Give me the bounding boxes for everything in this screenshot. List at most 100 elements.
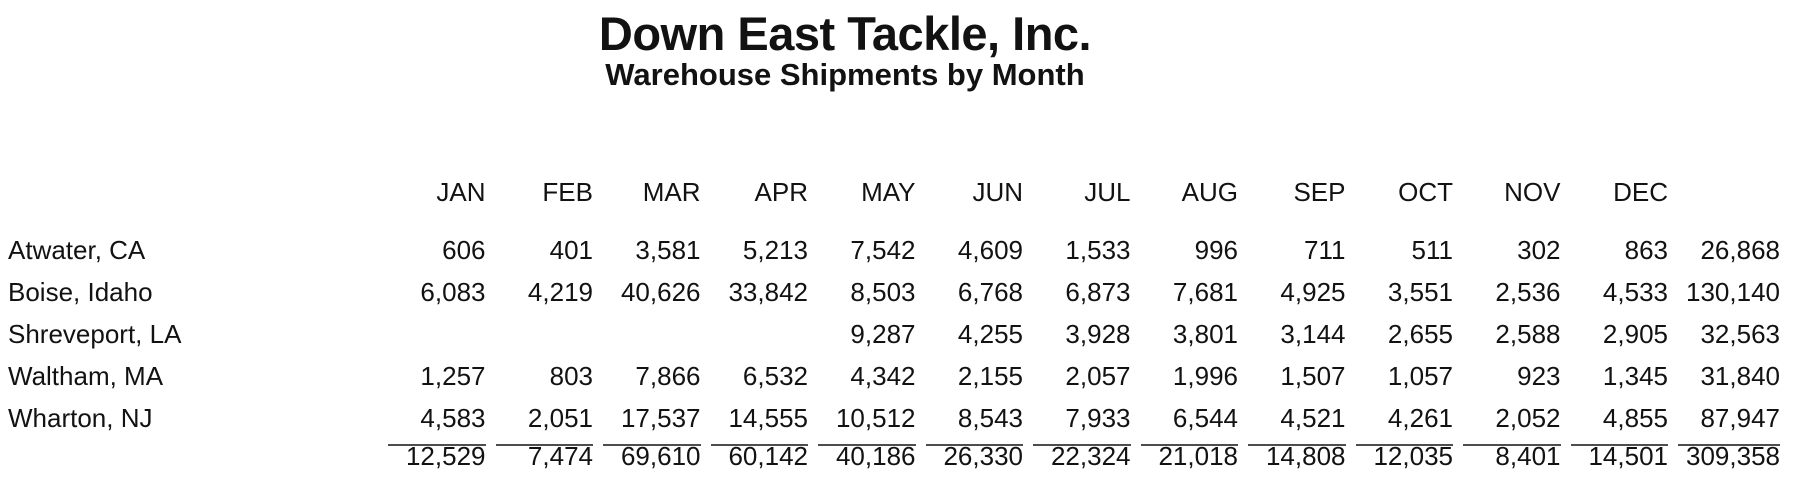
shipment-value: 14,555	[728, 403, 808, 433]
table-totals-row: 12,529 7,474 69,610 60,142 40,186 26,330…	[8, 432, 1800, 469]
month-header-nov: NOV	[1504, 177, 1561, 207]
grand-total: 309,358	[1668, 443, 1780, 469]
table-header-row: JAN FEB MAR APR MAY JUN JUL AUG SEP OCT …	[8, 163, 1800, 205]
shipment-value: 2,155	[957, 361, 1023, 391]
shipment-value: 3,581	[635, 235, 701, 265]
row-total: 32,563	[1700, 319, 1780, 349]
row-label: Shreveport, LA	[8, 319, 182, 349]
shipment-value: 2,536	[1495, 277, 1561, 307]
report-page: Down East Tackle, Inc. Warehouse Shipmen…	[0, 0, 1800, 469]
shipment-value: 511	[1411, 235, 1453, 265]
shipment-value: 6,532	[742, 361, 808, 391]
shipment-value: 1,533	[1065, 235, 1131, 265]
shipment-value: 4,342	[850, 361, 916, 391]
shipment-value: 3,144	[1280, 319, 1346, 349]
shipment-value: 923	[1517, 361, 1561, 391]
shipment-value: 7,866	[635, 361, 701, 391]
month-header-sep: SEP	[1293, 177, 1346, 207]
shipment-value: 8,543	[957, 403, 1023, 433]
column-total: 26,330	[916, 443, 1023, 469]
shipment-value: 4,925	[1280, 277, 1346, 307]
month-header-feb: FEB	[542, 177, 593, 207]
shipment-value: 711	[1304, 235, 1346, 265]
report-subtitle: Warehouse Shipments by Month	[605, 57, 1085, 92]
shipment-value: 33,842	[728, 277, 808, 307]
table-row-boise: Boise, Idaho 6,083 4,219 40,626 33,842 8…	[8, 263, 1800, 305]
shipment-value: 1,996	[1172, 361, 1238, 391]
month-header-jun: JUN	[972, 177, 1023, 207]
shipment-value: 3,801	[1172, 319, 1238, 349]
shipment-value: 2,905	[1602, 319, 1668, 349]
row-total: 87,947	[1700, 403, 1780, 433]
shipment-value: 2,052	[1495, 403, 1561, 433]
shipment-value: 1,257	[420, 361, 486, 391]
month-header-may: MAY	[861, 177, 916, 207]
shipment-value: 9,287	[850, 319, 916, 349]
shipment-value: 4,609	[957, 235, 1023, 265]
table-row-atwater: Atwater, CA 606 401 3,581 5,213 7,542 4,…	[8, 221, 1800, 263]
month-header-dec: DEC	[1613, 177, 1668, 207]
shipment-value: 1,057	[1387, 361, 1453, 391]
shipment-value: 803	[549, 361, 593, 391]
shipment-value: 401	[549, 235, 593, 265]
shipment-value: 10,512	[835, 403, 916, 433]
shipment-value: 606	[442, 235, 486, 265]
column-total: 8,401	[1453, 443, 1561, 469]
row-label: Atwater, CA	[8, 235, 146, 265]
column-total: 60,142	[701, 443, 808, 469]
row-label: Boise, Idaho	[8, 277, 153, 307]
month-header-jul: JUL	[1084, 177, 1131, 207]
column-total: 69,610	[593, 443, 701, 469]
table-row-wharton: Wharton, NJ 4,583 2,051 17,537 14,555 10…	[8, 389, 1800, 431]
shipment-value: 4,855	[1602, 403, 1668, 433]
shipment-value: 996	[1194, 235, 1238, 265]
shipment-value: 3,551	[1387, 277, 1453, 307]
shipment-value: 4,533	[1602, 277, 1668, 307]
row-label: Wharton, NJ	[8, 403, 153, 433]
month-header-oct: OCT	[1398, 177, 1453, 207]
shipment-value: 5,213	[742, 235, 808, 265]
report-title: Down East Tackle, Inc.	[598, 7, 1092, 60]
shipment-value: 7,681	[1172, 277, 1238, 307]
shipment-value: 7,933	[1065, 403, 1131, 433]
row-total: 31,840	[1700, 361, 1780, 391]
shipment-value: 4,583	[420, 403, 486, 433]
row-total: 26,868	[1700, 235, 1780, 265]
month-header-apr: APR	[754, 177, 808, 207]
shipment-value: 6,544	[1172, 403, 1238, 433]
column-total: 14,501	[1561, 443, 1668, 469]
shipment-value: 4,521	[1280, 403, 1346, 433]
month-header-jan: JAN	[436, 177, 486, 207]
table-row-shreveport: Shreveport, LA 9,287 4,255 3,928 3,801 3…	[8, 305, 1800, 347]
shipment-value: 1,345	[1602, 361, 1668, 391]
shipment-value: 302	[1517, 235, 1561, 265]
column-total: 12,529	[378, 443, 486, 469]
shipment-value: 6,873	[1065, 277, 1131, 307]
month-header-aug: AUG	[1181, 177, 1238, 207]
table-row-waltham: Waltham, MA 1,257 803 7,866 6,532 4,342 …	[8, 347, 1800, 389]
row-total: 130,140	[1686, 277, 1780, 307]
column-total: 7,474	[486, 443, 593, 469]
shipment-value: 8,503	[850, 277, 916, 307]
shipment-value: 4,219	[527, 277, 593, 307]
shipment-value: 40,626	[620, 277, 701, 307]
shipment-value: 863	[1624, 235, 1668, 265]
column-total: 14,808	[1238, 443, 1346, 469]
row-label: Waltham, MA	[8, 361, 164, 391]
shipment-value: 4,255	[957, 319, 1023, 349]
shipment-value: 4,261	[1387, 403, 1453, 433]
shipment-value: 3,928	[1065, 319, 1131, 349]
month-header-mar: MAR	[642, 177, 701, 207]
shipment-value: 7,542	[850, 235, 916, 265]
shipment-value: 2,051	[527, 403, 593, 433]
shipment-value: 1,507	[1280, 361, 1346, 391]
column-total: 22,324	[1023, 443, 1131, 469]
column-total: 12,035	[1346, 443, 1453, 469]
report-header: Down East Tackle, Inc. Warehouse Shipmen…	[0, 0, 1745, 90]
shipments-table: JAN FEB MAR APR MAY JUN JUL AUG SEP OCT …	[8, 163, 1800, 469]
shipment-value: 6,768	[957, 277, 1023, 307]
shipment-value: 2,057	[1065, 361, 1131, 391]
shipment-value: 2,655	[1387, 319, 1453, 349]
shipment-value: 2,588	[1495, 319, 1561, 349]
shipment-value: 17,537	[620, 403, 701, 433]
